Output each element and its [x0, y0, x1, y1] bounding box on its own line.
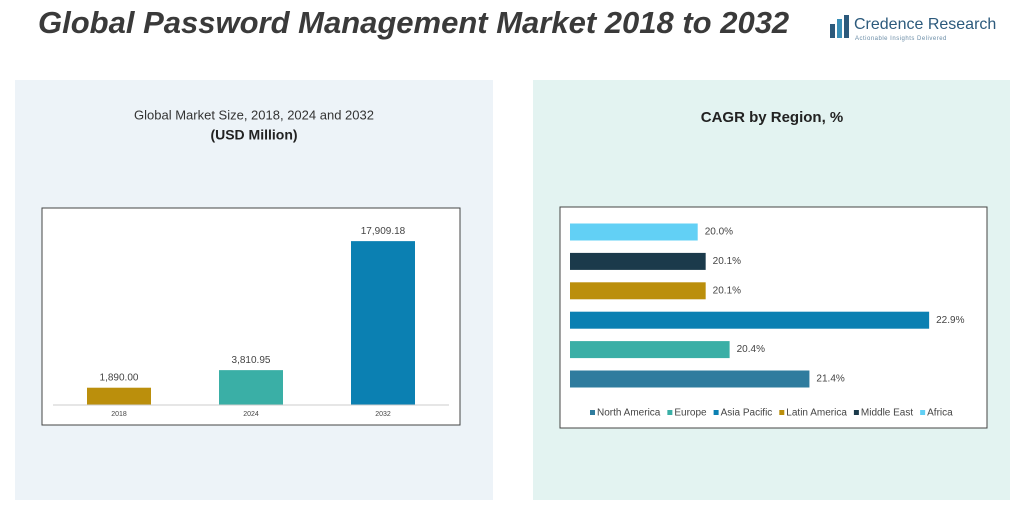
data-label: 20.0%	[705, 227, 733, 238]
bar	[570, 223, 698, 241]
bar	[570, 282, 706, 300]
x-tick-label: 2024	[243, 411, 259, 418]
bar	[351, 241, 415, 405]
legend-label: Europe	[674, 408, 707, 419]
legend-swatch	[667, 410, 673, 415]
bar	[570, 311, 930, 329]
data-label: 22.9%	[936, 315, 964, 326]
data-label: 20.1%	[713, 256, 741, 267]
legend-swatch	[920, 410, 926, 415]
bar	[570, 341, 730, 359]
legend-swatch	[713, 410, 719, 415]
bar	[219, 370, 283, 405]
data-label: 21.4%	[816, 374, 844, 385]
legend-swatch	[590, 410, 595, 415]
legend-label: Africa	[927, 408, 953, 419]
chart-title: CAGR by Region, %	[701, 109, 844, 126]
data-label: 17,909.18	[361, 226, 406, 237]
x-tick-label: 2018	[111, 411, 127, 418]
chart-title: Global Market Size, 2018, 2024 and 2032	[134, 107, 374, 122]
legend-label: Asia Pacific	[721, 408, 773, 419]
legend-label: Latin America	[786, 408, 847, 419]
x-tick-label: 2032	[375, 411, 391, 418]
page-title: Global Password Management Market 2018 t…	[38, 5, 790, 40]
logo-name: Credence Research	[854, 16, 997, 33]
charts: Global Market Size, 2018, 2024 and 2032 (…	[53, 107, 965, 419]
legend-label: North America	[597, 408, 661, 419]
legend-swatch	[779, 410, 785, 415]
data-label: 1,890.00	[100, 372, 139, 383]
bar	[570, 370, 810, 388]
logo-icon	[830, 15, 849, 38]
data-label: 3,810.95	[232, 355, 271, 366]
legend-swatch	[853, 410, 859, 415]
logo-tagline: Actionable Insights Delivered	[855, 36, 947, 42]
chart-subtitle: (USD Million)	[210, 127, 297, 143]
legend-label: Middle East	[861, 408, 913, 419]
data-label: 20.4%	[737, 344, 765, 355]
data-label: 20.1%	[713, 285, 741, 296]
bar	[570, 252, 706, 270]
bar	[87, 387, 151, 405]
